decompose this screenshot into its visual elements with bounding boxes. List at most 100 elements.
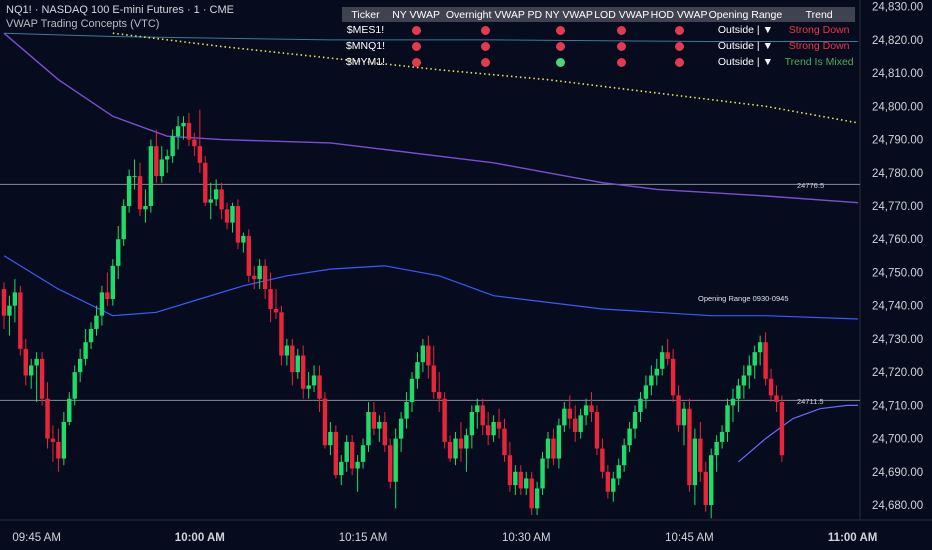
candle-body xyxy=(741,375,747,386)
candle-body xyxy=(763,342,768,379)
candle-body xyxy=(747,365,752,376)
candle-body xyxy=(518,471,523,489)
candle-body xyxy=(322,398,328,446)
candle-body xyxy=(534,488,540,509)
candle-body xyxy=(333,431,339,476)
candle-body xyxy=(301,355,306,389)
range-text: Outside xyxy=(717,40,755,52)
candle-body xyxy=(29,365,34,376)
candle-body xyxy=(94,315,99,329)
candle-body xyxy=(83,342,88,359)
y-tick-label: 24,730.00 xyxy=(872,334,923,346)
candle-body xyxy=(578,415,583,432)
symbol-title: NQ1! · NASDAQ 100 E-mini Futures · 1 · C… xyxy=(6,4,234,16)
col-pd-ny-vwap: PD NY VWAP xyxy=(527,7,593,22)
candle-body xyxy=(621,445,627,466)
chart-header: NQ1! · NASDAQ 100 E-mini Futures · 1 · C… xyxy=(6,3,234,31)
candle-body xyxy=(551,438,556,459)
candle-body xyxy=(360,445,366,462)
candle-body xyxy=(99,292,105,316)
table-row: $MYM1! Outside | ▼ Trend Is Mixed xyxy=(342,54,855,70)
candle-body xyxy=(224,209,230,223)
candle-body xyxy=(464,435,469,449)
candle-body xyxy=(524,478,529,489)
candle-body xyxy=(132,176,137,178)
candle-body xyxy=(116,239,121,266)
candle-body xyxy=(77,358,83,373)
candle-body xyxy=(426,345,431,366)
status-dot xyxy=(674,25,684,35)
row-range: Outside | ▼ xyxy=(717,24,773,36)
candle-body xyxy=(67,398,72,422)
row-trend: Trend Is Mixed xyxy=(784,56,854,68)
candle-body xyxy=(39,358,45,399)
candle-body xyxy=(730,398,736,406)
y-tick-label: 24,770.00 xyxy=(872,201,923,213)
candle-body xyxy=(502,428,507,456)
y-tick-label: 24,700.00 xyxy=(872,434,923,446)
candle-body xyxy=(398,418,404,439)
col-trend: Trend xyxy=(783,7,855,22)
table-row: $MES1! Outside | ▼ Strong Down xyxy=(342,22,855,38)
candle-body xyxy=(192,139,197,147)
candle-body xyxy=(638,398,643,413)
down-arrow-icon: ▼ xyxy=(762,24,773,36)
candle-body xyxy=(349,441,355,469)
opening-range-label: Opening Range 0930-0945 xyxy=(698,294,789,303)
candle-body xyxy=(692,438,698,486)
candle-body xyxy=(246,235,251,276)
candle-body xyxy=(447,441,453,459)
status-dot xyxy=(411,41,421,51)
candle-body xyxy=(143,206,148,210)
candle-body xyxy=(154,146,159,177)
candle-body xyxy=(594,412,600,449)
col-hod-vwap: HOD VWAP xyxy=(650,7,708,22)
status-dot xyxy=(617,41,627,51)
candle-body xyxy=(752,352,757,366)
candle-body xyxy=(382,421,387,446)
candle-body xyxy=(513,471,518,486)
row-trend: Strong Down xyxy=(788,40,850,52)
row-ticker: $MES1! xyxy=(346,24,385,36)
candle-body xyxy=(600,448,605,472)
candle-body xyxy=(442,398,447,442)
candle-body xyxy=(72,372,77,399)
range-text: Outside xyxy=(717,56,755,68)
col-ticker: Ticker xyxy=(342,7,390,22)
candle-body xyxy=(148,146,154,207)
candle-body xyxy=(105,292,110,300)
y-tick-label: 24,820.00 xyxy=(872,35,923,47)
candle-body xyxy=(34,358,39,366)
candle-body xyxy=(556,425,562,459)
candle-body xyxy=(257,265,262,280)
candle-body xyxy=(273,309,279,313)
candle-body xyxy=(328,431,333,446)
col-opening-range: Opening Range xyxy=(707,7,784,22)
candle-body xyxy=(665,352,670,359)
y-tick-label: 24,800.00 xyxy=(872,101,923,113)
candle-body xyxy=(643,385,649,399)
candle-body xyxy=(159,159,164,177)
candle-body xyxy=(573,418,578,432)
candle-body xyxy=(507,455,513,486)
candle-body xyxy=(583,405,589,416)
candle-body xyxy=(110,265,115,300)
candle-body xyxy=(485,425,491,436)
candle-body xyxy=(480,405,485,426)
candle-body xyxy=(611,478,616,492)
status-dot xyxy=(674,57,684,67)
candle-body xyxy=(681,408,687,426)
candle-body xyxy=(562,408,567,426)
candle-body xyxy=(545,438,551,459)
status-dot xyxy=(617,57,627,67)
status-dot xyxy=(555,57,565,67)
down-arrow-icon: ▼ xyxy=(762,56,773,68)
y-tick-label: 24,830.00 xyxy=(872,2,923,14)
candle-body xyxy=(687,408,692,486)
candle-body xyxy=(50,438,56,442)
level-label: 24776.5 xyxy=(797,181,824,190)
candle-body xyxy=(453,438,458,459)
candle-body xyxy=(437,392,442,399)
candle-body xyxy=(779,402,785,456)
